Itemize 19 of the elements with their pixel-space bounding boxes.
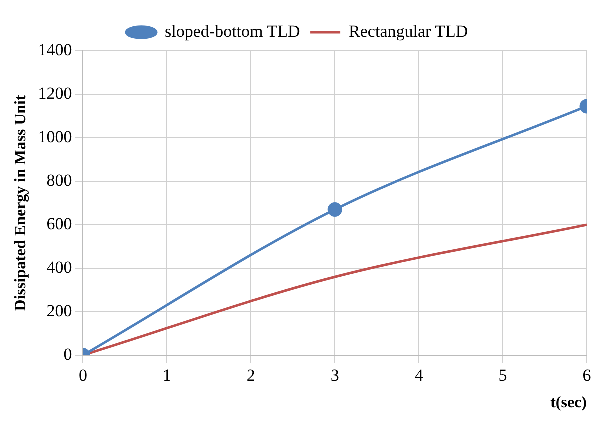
- legend-label: sloped-bottom TLD: [165, 22, 300, 41]
- y-tick-label: 1000: [38, 127, 72, 146]
- x-tick-label: 6: [582, 366, 592, 386]
- y-tick-label: 600: [46, 214, 72, 234]
- y-tick-label: 1200: [38, 84, 72, 103]
- x-tick-label: 1: [162, 366, 172, 386]
- y-tick-label: 400: [46, 258, 72, 277]
- x-tick-label: 3: [330, 366, 340, 386]
- legend-label: Rectangular TLD: [349, 22, 468, 41]
- x-axis-title: t(sec): [550, 394, 587, 412]
- y-tick-label: 800: [46, 170, 72, 190]
- x-tick-label: 5: [498, 366, 508, 386]
- x-tick-label: 0: [78, 366, 88, 386]
- y-tick-label: 1400: [38, 40, 72, 60]
- y-tick-label: 200: [46, 301, 72, 320]
- y-tick-label: 0: [64, 344, 72, 364]
- x-tick-label: 4: [414, 366, 424, 386]
- y-axis-title: Dissipated Energy in Mass Unit: [12, 94, 30, 312]
- x-tick-label: 2: [246, 366, 256, 386]
